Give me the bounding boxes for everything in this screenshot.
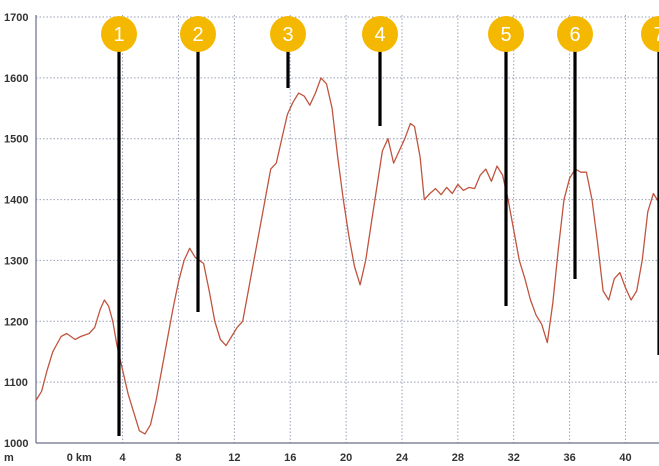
y-tick-label: 1100 bbox=[4, 377, 28, 389]
marker-label: 2 bbox=[192, 24, 203, 46]
marker-label: 5 bbox=[500, 24, 511, 46]
marker-circle bbox=[362, 16, 398, 52]
marker-label: 3 bbox=[282, 24, 293, 46]
x-tick-label: 24 bbox=[396, 452, 409, 464]
y-tick-label: 1000 bbox=[4, 438, 28, 450]
y-tick-label: 1700 bbox=[4, 12, 28, 24]
y-tick-label: 1200 bbox=[4, 316, 28, 328]
x-tick-label: 36 bbox=[563, 452, 575, 464]
marker-circle bbox=[641, 16, 659, 52]
y-tick-label: 1300 bbox=[4, 255, 28, 267]
x-tick-label: 28 bbox=[452, 452, 464, 464]
x-tick-label: 16 bbox=[284, 452, 296, 464]
elevation-line bbox=[35, 77, 659, 435]
marker-circle bbox=[180, 16, 216, 52]
x-tick-label: 4 bbox=[120, 452, 127, 464]
y-tick-label: 1600 bbox=[4, 73, 28, 85]
marker-circle bbox=[270, 16, 306, 52]
marker-circle bbox=[557, 16, 593, 52]
axes bbox=[35, 15, 659, 444]
x-tick-label: 40 bbox=[619, 452, 631, 464]
marker-circle bbox=[488, 16, 524, 52]
y-unit-label: m bbox=[4, 452, 14, 464]
marker-label: 6 bbox=[569, 24, 580, 46]
y-tick-label: 1500 bbox=[4, 134, 28, 146]
waypoint-markers: 1 2 3 4 5 6 7 bbox=[101, 16, 659, 436]
x-tick-label: 0 km bbox=[67, 452, 92, 464]
marker-label: 1 bbox=[113, 24, 124, 46]
y-tick-label: 1400 bbox=[4, 195, 28, 207]
x-tick-label: 32 bbox=[508, 452, 520, 464]
x-tick-label: 8 bbox=[175, 452, 181, 464]
marker-label: 4 bbox=[374, 24, 385, 46]
x-tick-label: 20 bbox=[340, 452, 352, 464]
marker-label: 7 bbox=[653, 24, 659, 46]
profile-series bbox=[35, 77, 659, 435]
marker-circle bbox=[101, 16, 137, 52]
x-tick-label: 12 bbox=[228, 452, 240, 464]
